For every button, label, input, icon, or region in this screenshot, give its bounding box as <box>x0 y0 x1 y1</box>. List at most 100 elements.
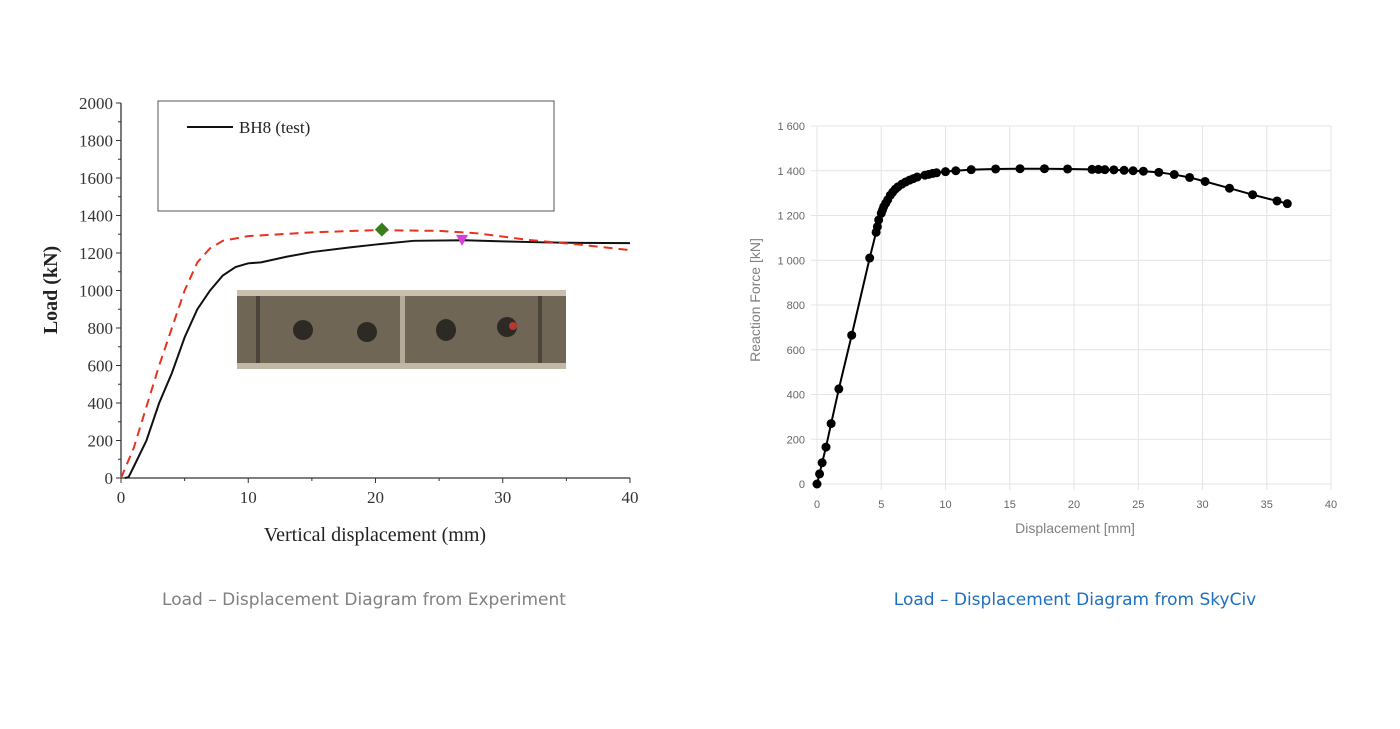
y-tick-label: 1000 <box>79 282 113 301</box>
left-axes: 0 200 400 600 800 1000 1200 1400 1600 1800 2000 0 10… <box>79 94 639 507</box>
data-point <box>1109 165 1119 175</box>
x-axis-title: Displacement [mm] <box>1015 520 1135 536</box>
data-point <box>1169 170 1179 180</box>
data-point <box>1039 164 1049 174</box>
data-point <box>1128 166 1138 176</box>
data-point <box>826 419 836 429</box>
data-point <box>966 165 976 175</box>
data-point <box>893 182 903 192</box>
diamond-marker <box>374 222 389 237</box>
y-tick-label: 400 <box>88 394 114 413</box>
data-point <box>941 167 950 177</box>
data-point <box>883 195 893 205</box>
y-tick-label: 1800 <box>79 132 113 151</box>
right-data <box>812 164 1292 489</box>
x-tick-label: 5 <box>878 499 884 511</box>
data-point <box>951 166 961 176</box>
y-tick-label: 400 <box>787 390 805 402</box>
x-tick-label: 40 <box>1325 499 1337 511</box>
right-grid: 0 200 400 600 800 1 000 1 200 1 400 1 600 0 5 10 15 2… <box>777 121 1337 511</box>
x-tick-label: 25 <box>1132 499 1144 511</box>
legend-label-test: BH8 (test) <box>239 118 310 137</box>
data-point <box>1282 199 1292 209</box>
data-point <box>1224 183 1234 193</box>
x-tick-label: 30 <box>1196 499 1208 511</box>
y-tick-label: 1 200 <box>777 211 805 223</box>
y-axis-title: Reaction Force [kN] <box>747 238 763 362</box>
x-tick-label: 10 <box>939 499 951 511</box>
data-point <box>1138 166 1148 176</box>
y-tick-label: 1 000 <box>777 255 805 267</box>
data-point <box>885 190 895 200</box>
data-point <box>890 184 900 194</box>
data-point <box>881 198 891 208</box>
data-point <box>1087 164 1097 174</box>
data-point <box>1272 196 1282 206</box>
data-point <box>1200 176 1210 186</box>
data-point <box>871 227 881 237</box>
data-point <box>817 458 827 468</box>
y-tick-label: 0 <box>799 479 805 491</box>
data-point <box>1119 165 1129 175</box>
data-point <box>908 174 918 184</box>
left-data <box>120 222 631 479</box>
x-tick-label: 0 <box>814 499 820 511</box>
test-curve <box>124 239 631 479</box>
data-point <box>912 172 922 182</box>
data-point <box>874 215 884 225</box>
data-point <box>821 442 831 452</box>
y-tick-label: 800 <box>787 300 805 312</box>
y-tick-label: 1 400 <box>777 166 805 178</box>
data-point <box>1015 164 1025 174</box>
y-tick-label: 1 600 <box>777 121 805 133</box>
caption-skyciv: Load – Displacement Diagram from SkyCiv <box>893 590 1257 610</box>
reaction-curve <box>816 167 1288 485</box>
y-tick-label: 600 <box>787 345 805 357</box>
x-tick-label: 20 <box>367 488 384 507</box>
data-point <box>1185 172 1195 182</box>
data-point <box>897 179 907 189</box>
data-point <box>1154 167 1164 177</box>
data-point <box>924 169 934 179</box>
x-tick-label: 10 <box>240 488 257 507</box>
data-point <box>932 168 942 178</box>
x-axis-title: Vertical displacement (mm) <box>264 524 486 546</box>
data-point <box>1093 164 1103 174</box>
data-point <box>888 187 898 197</box>
y-tick-label: 1600 <box>79 169 113 188</box>
y-tick-label: 200 <box>88 432 114 451</box>
y-tick-label: 200 <box>787 434 805 446</box>
data-point <box>847 330 857 340</box>
x-tick-label: 20 <box>1068 499 1080 511</box>
y-tick-label: 600 <box>88 357 114 376</box>
y-tick-label: 0 <box>105 469 114 488</box>
experiment-chart: 0 200 400 600 800 1000 1200 1400 1600 1800 2000 0 10… <box>40 94 639 546</box>
data-point <box>872 222 882 232</box>
y-tick-label: 800 <box>88 319 114 338</box>
data-point <box>865 253 875 263</box>
data-point <box>1063 164 1073 174</box>
data-point <box>905 175 915 185</box>
data-point <box>878 205 888 215</box>
y-axis-title: Load (kN) <box>40 246 62 334</box>
caption-experiment: Load – Displacement Diagram from Experim… <box>162 590 566 610</box>
x-tick-label: 0 <box>117 488 126 507</box>
x-tick-label: 30 <box>494 488 511 507</box>
data-point <box>815 469 825 479</box>
x-tick-label: 15 <box>1004 499 1016 511</box>
data-point <box>928 168 938 178</box>
x-tick-label: 35 <box>1261 499 1273 511</box>
y-tick-label: 2000 <box>79 94 113 113</box>
triangle-marker <box>456 234 469 246</box>
y-tick-label: 1200 <box>79 244 113 263</box>
data-point <box>876 208 886 218</box>
dashed-curve <box>120 229 631 479</box>
data-point <box>812 479 822 489</box>
y-tick-label: 1400 <box>79 207 113 226</box>
data-point <box>834 384 844 394</box>
data-point <box>879 202 889 212</box>
data-point <box>1248 190 1258 200</box>
legend: BH8 (test) <box>157 100 555 212</box>
data-point <box>991 164 1001 174</box>
beam-photo-inset <box>237 290 566 369</box>
